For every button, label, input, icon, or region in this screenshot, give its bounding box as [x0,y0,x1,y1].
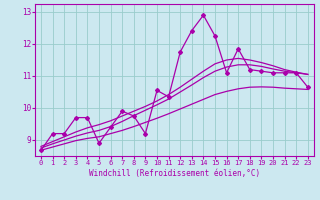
X-axis label: Windchill (Refroidissement éolien,°C): Windchill (Refroidissement éolien,°C) [89,169,260,178]
